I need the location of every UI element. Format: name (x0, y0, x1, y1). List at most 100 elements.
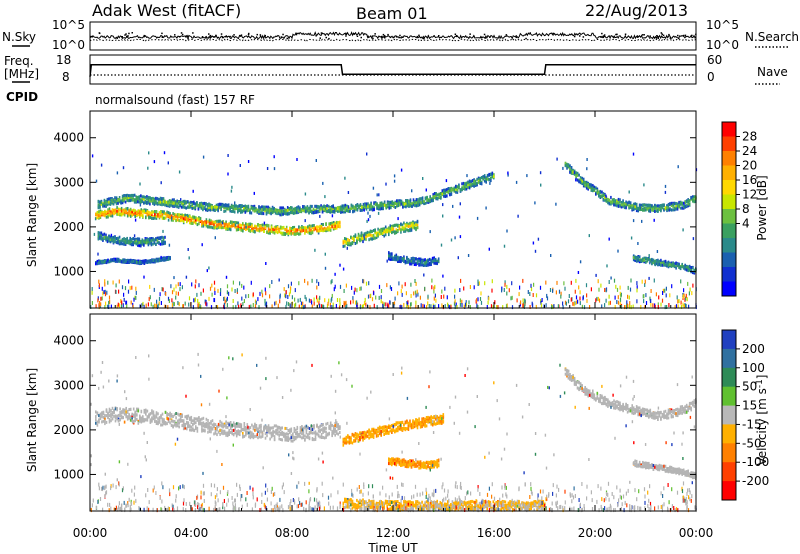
cell (675, 266, 677, 270)
cell (97, 298, 99, 303)
cell (255, 228, 258, 232)
cell (245, 222, 247, 226)
cell (123, 210, 126, 214)
cell (491, 288, 493, 293)
cell (619, 285, 621, 290)
cell (639, 206, 642, 210)
cell (244, 204, 247, 208)
cell (450, 192, 453, 196)
cell (370, 293, 372, 298)
cell (395, 228, 398, 232)
cell (604, 196, 606, 200)
cell (432, 197, 434, 200)
cell (280, 209, 283, 213)
cell (274, 208, 277, 212)
cell (645, 256, 647, 260)
cell (184, 216, 186, 220)
cell (578, 180, 580, 184)
cell (632, 258, 635, 262)
cell (555, 290, 557, 295)
cell (292, 226, 294, 230)
cell (95, 304, 97, 309)
cell (224, 206, 227, 209)
cell (407, 222, 410, 226)
cell (629, 301, 631, 306)
cell (143, 239, 145, 243)
cell (399, 305, 401, 309)
cell (368, 281, 370, 286)
cell (129, 210, 132, 214)
cell (273, 231, 276, 235)
cell (373, 201, 375, 205)
cell (546, 296, 549, 301)
cell (381, 232, 384, 235)
cell (229, 220, 232, 224)
cell (291, 206, 293, 210)
cell (145, 211, 147, 215)
cell (126, 304, 128, 308)
freq-left-tick-top: 18 (56, 53, 71, 67)
cell (114, 259, 117, 263)
cell (357, 235, 360, 238)
cell (225, 275, 228, 279)
cell (444, 189, 447, 193)
cell (243, 207, 245, 210)
cell (669, 202, 671, 206)
cell (413, 226, 416, 230)
cell (617, 300, 620, 305)
noise-dot (221, 36, 224, 39)
cell (400, 222, 402, 226)
cell (96, 213, 99, 217)
cell (429, 230, 431, 234)
cell (515, 180, 518, 184)
cell (534, 201, 536, 205)
noise-dot (653, 37, 656, 39)
cell (434, 304, 436, 309)
noise-dot (178, 36, 181, 38)
cell (117, 419, 120, 423)
cell (687, 266, 689, 270)
cell (586, 293, 588, 298)
cell (149, 198, 151, 202)
cell (136, 213, 138, 217)
cell (296, 210, 298, 214)
cell (652, 207, 655, 211)
cell (623, 202, 626, 205)
cell (126, 195, 128, 199)
cell (176, 205, 178, 209)
cell (330, 205, 333, 209)
cell (271, 206, 274, 210)
noise-dot (649, 35, 651, 37)
cell (388, 228, 390, 231)
cell (129, 415, 132, 419)
cell (107, 416, 109, 419)
cell (356, 300, 358, 305)
noise-dot (264, 34, 266, 37)
noise-dot (181, 33, 184, 36)
cell (604, 194, 606, 197)
cell (249, 222, 252, 226)
cell (149, 284, 151, 289)
cell (164, 216, 167, 220)
cell (365, 234, 367, 238)
noise-dot (187, 37, 189, 40)
cell (305, 206, 307, 210)
cell (235, 228, 238, 232)
cell (152, 237, 154, 241)
cell (146, 210, 149, 214)
cell (366, 230, 369, 234)
cell (91, 301, 93, 305)
noise-dot (356, 35, 359, 37)
cell (152, 201, 154, 205)
cell (665, 293, 667, 298)
cell (657, 258, 659, 262)
cell (692, 237, 695, 241)
cell (638, 208, 641, 212)
cell (208, 296, 210, 301)
cell (138, 195, 141, 199)
cell (108, 237, 110, 240)
cell (127, 194, 130, 198)
cell (339, 224, 341, 228)
cell (175, 295, 177, 300)
cell (146, 201, 148, 205)
